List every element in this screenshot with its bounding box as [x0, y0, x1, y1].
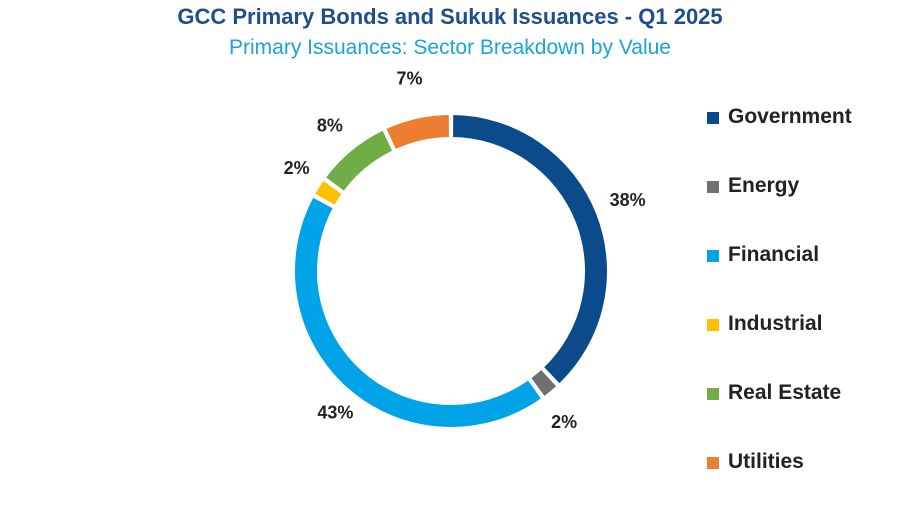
- chart-subtitle: Primary Issuances: Sector Breakdown by V…: [229, 36, 671, 59]
- legend-item-energy: Energy: [707, 168, 852, 237]
- legend-label-real-estate: Real Estate: [728, 381, 842, 404]
- donut-slices: [293, 112, 609, 429]
- data-label-real-estate: 8%: [317, 115, 343, 135]
- legend-item-financial: Financial: [707, 237, 852, 306]
- legend-swatch-real-estate: [707, 388, 719, 400]
- legend-swatch-energy: [707, 181, 719, 193]
- legend-swatch-utilities: [707, 457, 719, 469]
- legend-item-utilities: Utilities: [707, 444, 852, 513]
- slice-government: [451, 112, 609, 387]
- data-label-industrial: 2%: [284, 158, 310, 178]
- legend-item-industrial: Industrial: [707, 306, 852, 375]
- data-label-government: 38%: [610, 190, 646, 210]
- data-label-financial: 43%: [317, 402, 353, 422]
- data-label-energy: 2%: [551, 412, 577, 432]
- slice-utilities: [383, 112, 451, 152]
- legend-item-government: Government: [707, 99, 852, 168]
- chart-title: GCC Primary Bonds and Sukuk Issuances - …: [177, 4, 723, 29]
- data-label-utilities: 7%: [397, 68, 423, 88]
- legend-label-financial: Financial: [728, 243, 820, 266]
- legend-label-government: Government: [728, 105, 852, 128]
- legend-item-real-estate: Real Estate: [707, 375, 852, 444]
- legend-label-utilities: Utilities: [728, 450, 804, 473]
- slice-financial: [293, 195, 544, 429]
- legend-label-energy: Energy: [728, 174, 800, 197]
- slice-real-estate: [323, 128, 395, 194]
- legend-label-industrial: Industrial: [728, 312, 823, 335]
- chart-legend: Government Energy Financial Industrial R…: [707, 99, 852, 513]
- legend-swatch-government: [707, 112, 719, 124]
- legend-swatch-financial: [707, 250, 719, 262]
- legend-swatch-industrial: [707, 319, 719, 331]
- slice-energy: [528, 367, 559, 399]
- slice-labels: 38% 2% 43% 2% 8% 7%: [284, 68, 646, 432]
- slice-industrial: [312, 178, 345, 208]
